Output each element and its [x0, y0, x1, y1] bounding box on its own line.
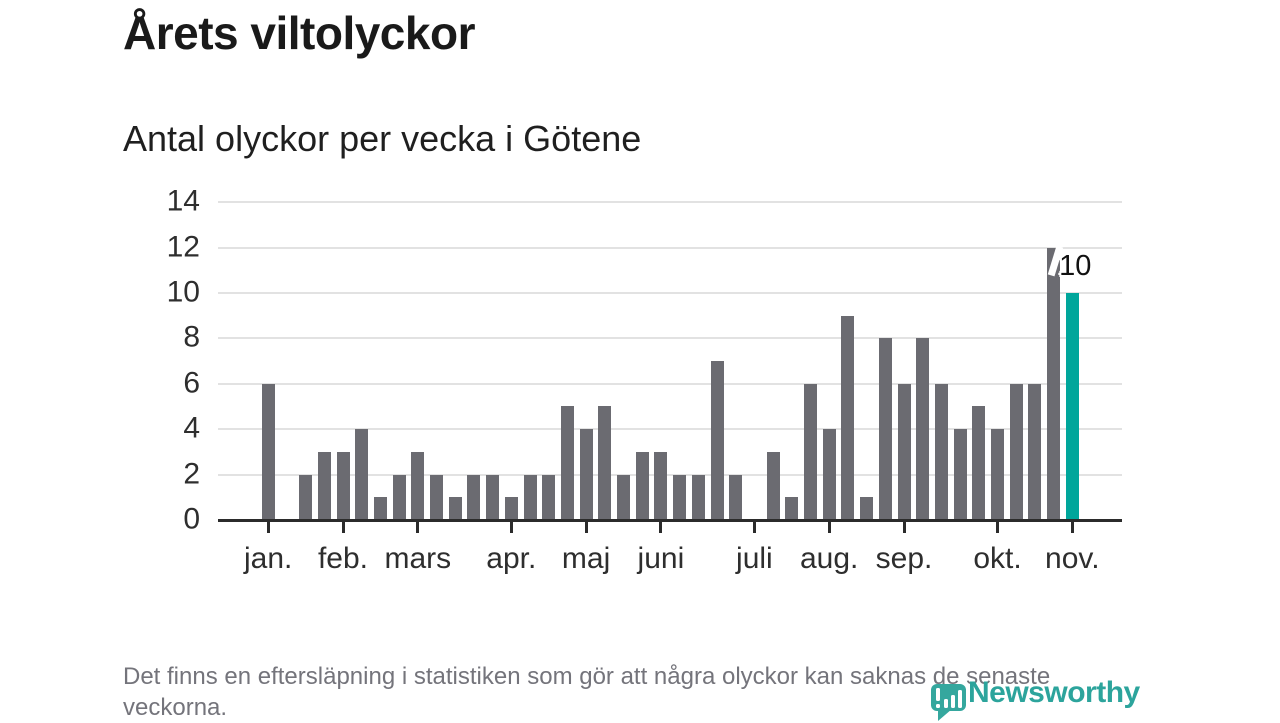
- bar-week-17: [560, 406, 574, 520]
- bar-week-42: [1028, 384, 1042, 520]
- weekly-accidents-bar-chart: 0 2 4 6 8 10 12 14 jan. feb. mars apr. maj juni juli au…: [166, 184, 1122, 575]
- bar-week-3: [299, 475, 313, 520]
- gridline-y-4: [218, 428, 1122, 431]
- bar-week-28: [766, 452, 780, 520]
- bar-week-7: [373, 497, 387, 520]
- bar-week-39: [972, 406, 986, 520]
- logo-chart-bar-tall: [958, 690, 962, 708]
- x-tick-nov: [1070, 522, 1074, 533]
- page-title: Årets viltolyckor: [123, 7, 475, 59]
- x-axis-label-mars: mars: [384, 542, 452, 575]
- gridline-y-12: [218, 246, 1122, 249]
- bar-week-31: [822, 429, 836, 520]
- x-tick-jan: [266, 522, 270, 533]
- gridline-y-10: [218, 292, 1122, 294]
- logo-chart-bar-medium: [951, 695, 955, 708]
- bar-week-1: [261, 384, 275, 520]
- newsworthy-logo-icon: [931, 684, 966, 711]
- x-axis-label-nov: nov.: [1045, 542, 1100, 575]
- bar-week-6: [355, 429, 369, 520]
- gridline-y-14: [218, 201, 1122, 204]
- x-axis-label-feb: feb.: [317, 542, 369, 575]
- x-axis-label-juni: juni: [637, 542, 685, 575]
- bar-week-25: [710, 361, 724, 520]
- x-tick-juni: [659, 522, 663, 533]
- bar-week-37: [934, 384, 948, 520]
- bar-week-8: [392, 475, 406, 520]
- bar-week-14: [504, 497, 518, 520]
- x-tick-apr: [509, 522, 513, 533]
- logo-exclamation-dot: [936, 704, 940, 708]
- bar-week-36: [916, 338, 930, 520]
- bar-week-13: [486, 475, 500, 520]
- y-axis-label-4: 4: [183, 411, 200, 445]
- y-axis-label-0: 0: [183, 502, 200, 536]
- bar-week-26: [729, 475, 743, 520]
- bar-week-33: [860, 497, 874, 520]
- y-axis-label-12: 12: [166, 229, 200, 263]
- bar-week-21: [635, 452, 649, 520]
- x-tick-okt: [996, 522, 999, 533]
- x-axis-label-apr: apr.: [486, 542, 537, 575]
- x-tick-juli: [752, 522, 756, 533]
- bar-week-23: [673, 475, 687, 520]
- x-tick-maj: [584, 522, 588, 533]
- gridline-y-8: [218, 337, 1122, 340]
- x-axis-label-aug: aug.: [799, 542, 859, 575]
- footnote: Det finns en eftersläpning i statistiken…: [123, 663, 1051, 721]
- chart-subtitle: Antal olyckor per vecka i Götene: [123, 118, 642, 159]
- y-axis-label-6: 6: [183, 366, 200, 400]
- bar-week-18: [579, 429, 593, 520]
- x-tick-sep: [902, 522, 906, 533]
- bar-week-20: [617, 475, 630, 520]
- x-axis-line: [218, 519, 1122, 522]
- x-axis-label-sep: sep.: [875, 542, 933, 575]
- y-axis-label-8: 8: [183, 320, 200, 354]
- bar-week-38: [953, 429, 967, 520]
- y-axis-label-2: 2: [183, 456, 200, 490]
- bar-week-29: [785, 497, 799, 520]
- bar-week-11: [448, 497, 462, 520]
- x-tick-feb: [341, 522, 345, 533]
- bar-week-35: [897, 384, 911, 520]
- logo-chart-bar-small: [944, 699, 948, 708]
- x-tick-aug: [827, 522, 831, 533]
- bar-week-16: [542, 475, 556, 520]
- bar-week-19: [598, 406, 612, 520]
- x-axis-label-jan: jan.: [244, 542, 293, 575]
- bar-week-12: [467, 475, 481, 520]
- bar-week-22: [654, 452, 668, 520]
- bar-week-32: [841, 316, 855, 520]
- x-tick-mars: [416, 522, 420, 533]
- newsworthy-wordmark: Newsworthy: [968, 676, 1140, 709]
- y-axis-label-10: 10: [166, 275, 200, 309]
- bar-week-4: [317, 452, 331, 520]
- annotation-value-label: 10: [1059, 250, 1092, 282]
- bar-week-15: [523, 475, 537, 520]
- bar-week-44: [1065, 293, 1079, 520]
- x-axis-label-maj: maj: [561, 542, 611, 575]
- logo-exclamation-bar: [936, 688, 940, 701]
- bar-week-30: [804, 384, 817, 520]
- bar-week-10: [430, 475, 443, 520]
- gridline-y-2: [218, 473, 1122, 476]
- bar-week-43: [1047, 248, 1061, 520]
- bar-week-5: [336, 452, 350, 520]
- x-axis-label-juli: juli: [736, 542, 773, 575]
- bar-week-24: [691, 475, 705, 520]
- bar-week-34: [878, 338, 892, 520]
- y-axis-label-14: 14: [166, 184, 200, 218]
- gridline-y-6: [218, 382, 1122, 385]
- logo-speech-bubble-tail: [938, 709, 952, 721]
- x-axis-label-okt: okt.: [973, 542, 1022, 575]
- bar-week-40: [991, 429, 1004, 520]
- bar-week-9: [411, 452, 425, 520]
- bar-week-41: [1009, 384, 1023, 520]
